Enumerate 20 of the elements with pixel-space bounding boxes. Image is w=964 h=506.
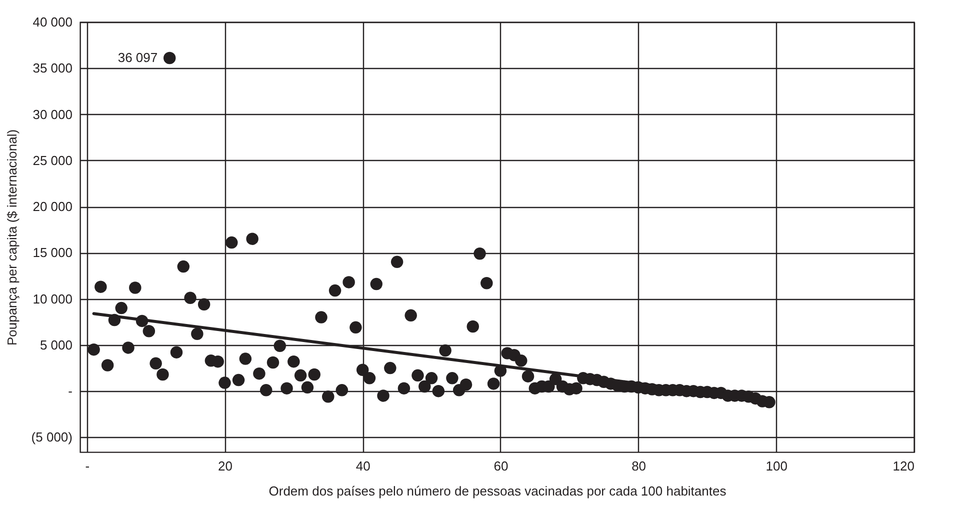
y-tick-label: 10 000 (32, 291, 72, 306)
y-tick-label: 15 000 (32, 245, 72, 260)
y-tick-label: - (68, 384, 72, 399)
x-axis-title: Ordem dos países pelo número de pessoas vacinadas por cada 100 habitantes (268, 484, 727, 498)
y-tick-label: 30 000 (32, 106, 72, 122)
y-tick-label: 25 000 (32, 152, 72, 168)
y-axis-title: Poupança per capita ($ internacional) (4, 129, 20, 346)
y-tick-label: 35 000 (32, 60, 72, 76)
x-tick-label: 80 (632, 458, 646, 474)
y-tick-label: (5 000) (31, 430, 72, 445)
x-tick-label: 20 (218, 458, 232, 474)
x-tick-label: 100 (766, 458, 788, 474)
x-tick-label: 60 (494, 458, 508, 474)
y-tick-label: 5 000 (40, 337, 72, 352)
annotation: 36 097 (118, 50, 158, 66)
y-tick-label: 40 000 (32, 14, 72, 30)
y-tick-label: 20 000 (32, 199, 72, 214)
x-tick-label: 120 (892, 458, 914, 474)
x-tick-label: 40 (356, 458, 370, 474)
x-tick-label: - (85, 458, 90, 474)
